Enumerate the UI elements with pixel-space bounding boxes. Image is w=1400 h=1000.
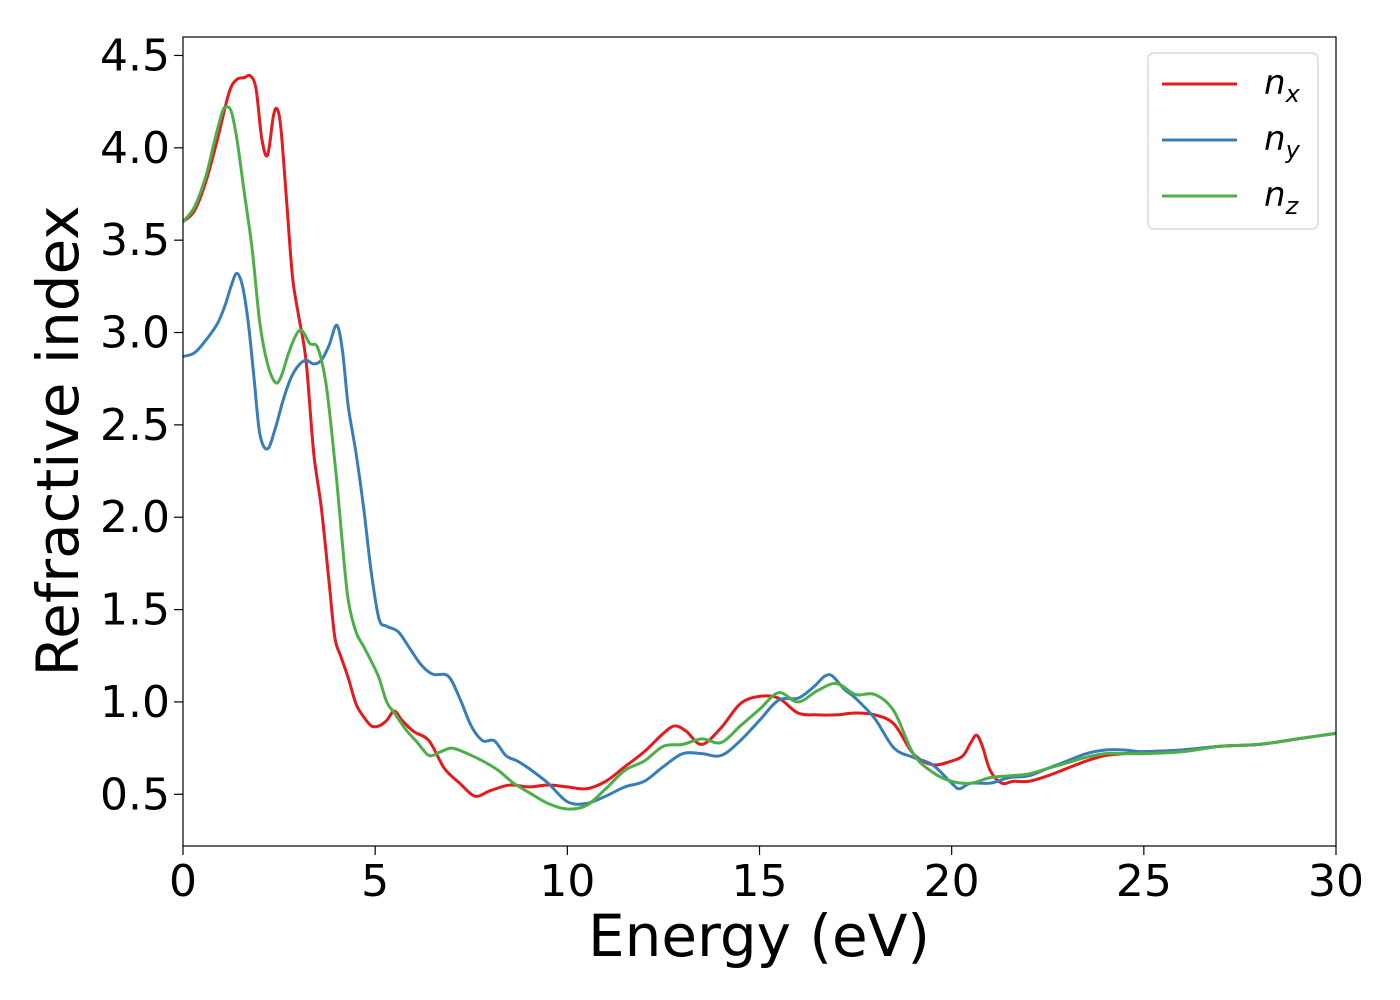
y-tick-label: 3.5 (100, 215, 170, 266)
x-tick-label: 15 (732, 856, 788, 907)
y-tick-label: 3.0 (100, 308, 170, 359)
y-tick-label: 4.0 (100, 123, 170, 174)
legend-label-nx: nx (1264, 63, 1301, 108)
y-axis: 0.5 1.0 1.5 2.0 2.5 3.0 3.5 4.0 4.5 (100, 30, 183, 820)
x-tick-label: 30 (1308, 856, 1364, 907)
y-tick-label: 4.5 (100, 30, 170, 81)
x-tick-label: 5 (361, 856, 389, 907)
y-tick-label: 2.0 (100, 492, 170, 543)
y-tick-label: 2.5 (100, 400, 170, 451)
y-tick-label: 1.0 (100, 677, 170, 728)
series-layer (183, 73, 1336, 811)
legend: nx ny nz (1147, 52, 1319, 230)
x-axis-title: Energy (eV) (588, 902, 930, 970)
x-tick-label: 10 (539, 856, 595, 907)
x-axis: 0 5 10 15 20 25 30 (169, 846, 1364, 907)
legend-label-nz: nz (1264, 175, 1300, 220)
y-axis-title: Refractive index (24, 205, 92, 676)
y-tick-label: 1.5 (100, 585, 170, 636)
series-line-nx (183, 73, 1336, 798)
y-tick-label: 0.5 (100, 769, 170, 820)
legend-label-ny: ny (1264, 119, 1301, 164)
series-line-ny (183, 271, 1336, 806)
series-line-nz (183, 105, 1336, 811)
x-tick-label: 0 (169, 856, 197, 907)
x-tick-label: 25 (1116, 856, 1172, 907)
x-tick-label: 20 (924, 856, 980, 907)
